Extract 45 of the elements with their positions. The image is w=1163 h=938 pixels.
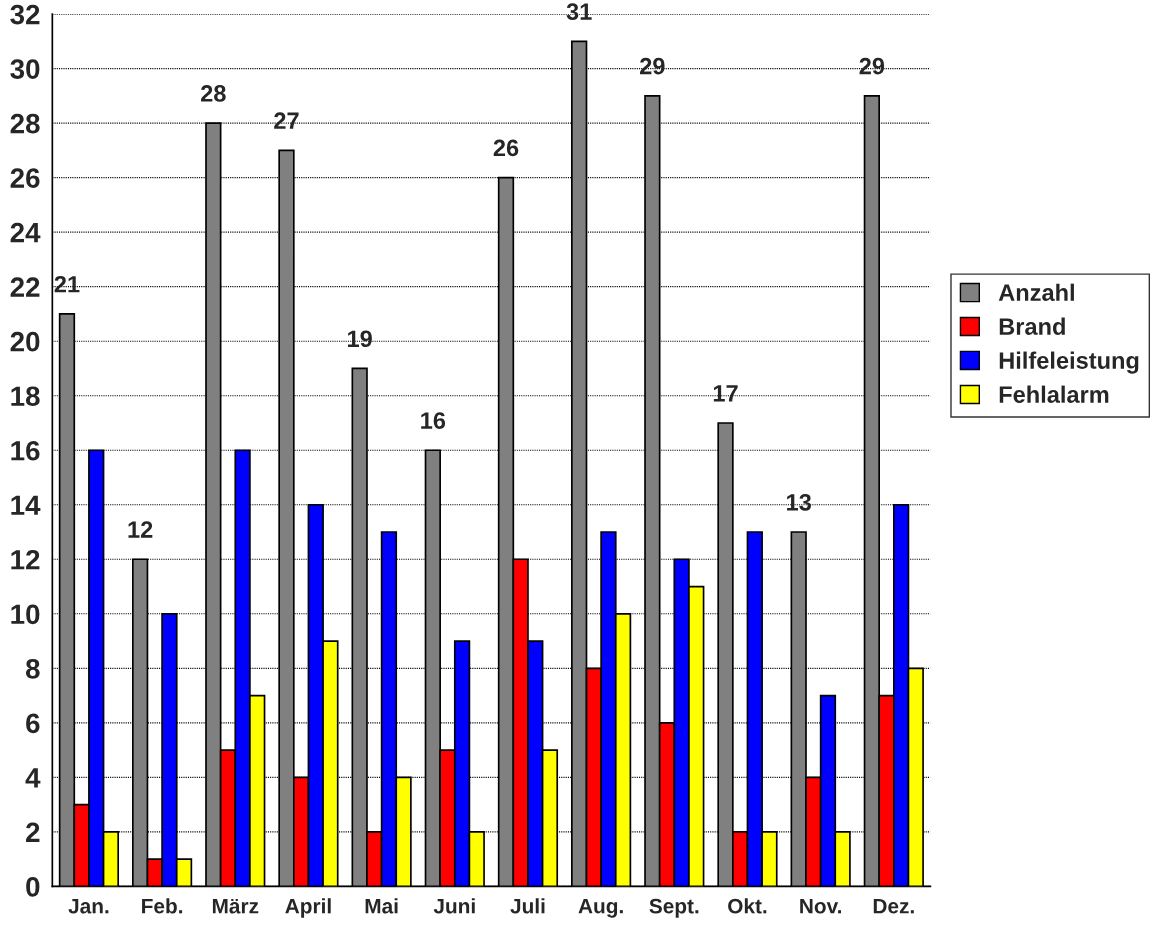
x-tick-label: Okt. bbox=[728, 898, 767, 914]
y-tick-label: 10 bbox=[11, 604, 40, 625]
x-tick-label: April bbox=[285, 898, 331, 918]
x-tick-label: Mai bbox=[365, 898, 398, 914]
y-tick-label: 22 bbox=[10, 277, 40, 297]
legend-label: Hilfeleistung bbox=[999, 351, 1139, 374]
data-label: 19 bbox=[348, 330, 372, 348]
y-tick-label: 32 bbox=[10, 4, 40, 25]
data-label: 21 bbox=[54, 275, 80, 293]
x-tick-label: März bbox=[212, 898, 259, 914]
x-tick-label: Juli bbox=[510, 898, 545, 914]
y-tick-label: 2 bbox=[26, 822, 40, 842]
x-tick-label: Aug. bbox=[578, 898, 623, 918]
y-tick-label: 24 bbox=[10, 222, 41, 243]
y-tick-label: 0 bbox=[26, 877, 40, 897]
data-label: 27 bbox=[274, 112, 299, 129]
y-tick-label: 28 bbox=[10, 113, 40, 134]
legend-label: Brand bbox=[999, 317, 1065, 335]
x-tick-label: Nov. bbox=[800, 898, 842, 914]
data-label: 16 bbox=[421, 412, 446, 429]
legend-label: Anzahl bbox=[998, 283, 1074, 301]
x-tick-label: Feb. bbox=[142, 898, 183, 914]
data-label: 17 bbox=[713, 385, 738, 402]
data-label: 29 bbox=[640, 57, 665, 75]
y-tick-label: 20 bbox=[10, 331, 40, 352]
data-label: 12 bbox=[128, 521, 153, 538]
y-tick-label: 12 bbox=[11, 549, 40, 570]
data-label: 29 bbox=[859, 57, 885, 75]
y-tick-label: 6 bbox=[26, 713, 40, 734]
x-tick-label: Juni bbox=[433, 898, 475, 914]
y-tick-label: 8 bbox=[25, 658, 40, 679]
data-label: 28 bbox=[201, 85, 226, 102]
y-tick-label: 26 bbox=[10, 168, 40, 188]
y-tick-label: 14 bbox=[11, 495, 41, 515]
legend-label: Fehlalarm bbox=[999, 385, 1109, 403]
y-tick-label: 4 bbox=[25, 768, 41, 788]
x-tick-label: Sept. bbox=[649, 898, 699, 918]
y-tick-label: 30 bbox=[10, 59, 40, 79]
x-tick-label: Jan. bbox=[68, 898, 109, 914]
y-tick-label: 16 bbox=[11, 440, 40, 461]
data-label: 26 bbox=[493, 139, 519, 157]
y-tick-label: 18 bbox=[11, 386, 40, 407]
data-label: 31 bbox=[566, 3, 592, 21]
x-tick-label: Dez. bbox=[873, 898, 914, 914]
data-label: 13 bbox=[787, 493, 811, 511]
